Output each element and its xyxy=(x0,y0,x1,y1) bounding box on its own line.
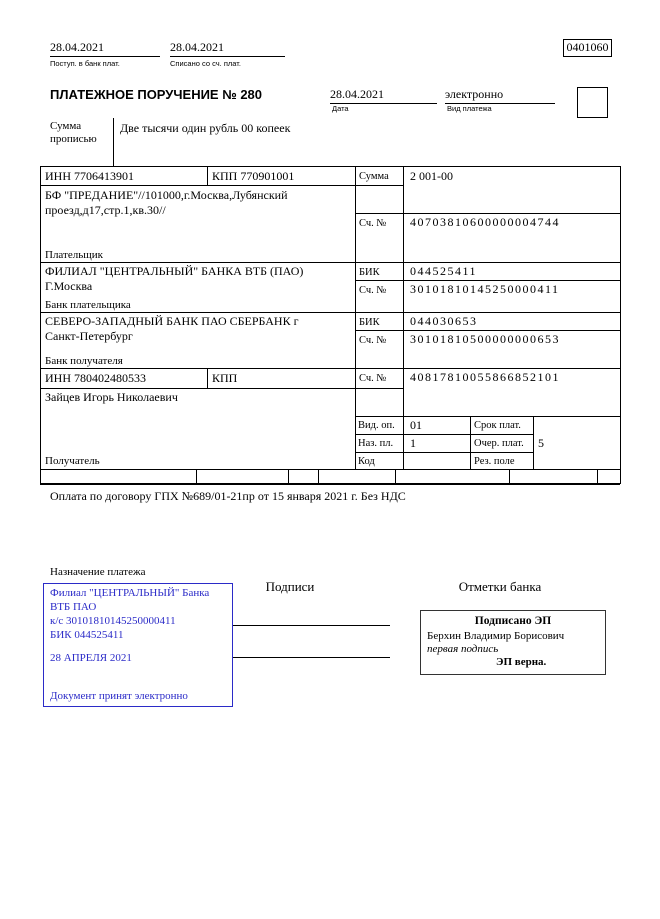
sum-label: Сумма xyxy=(359,171,389,182)
payee-bank-label: Банк получателя xyxy=(45,355,123,367)
tax-field-divider xyxy=(288,469,289,483)
payer-inn: ИНН 7706413901 xyxy=(45,169,134,183)
op-type-value: 01 xyxy=(410,418,422,432)
form-code-box: 0401060 xyxy=(563,39,612,57)
grid-line xyxy=(355,330,620,331)
grid-line xyxy=(40,262,620,263)
signature-line xyxy=(233,657,390,658)
sum-value: 2 001-00 xyxy=(410,169,453,183)
code-label: Код xyxy=(358,456,375,467)
priority-value: 5 xyxy=(538,436,544,450)
grid-line xyxy=(355,452,533,453)
payer-bank-bik-label: БИК xyxy=(359,267,380,278)
grid-line xyxy=(620,166,621,484)
grid-line xyxy=(40,388,403,389)
grid-line xyxy=(40,483,620,485)
doc-date-value: 28.04.2021 xyxy=(330,87,384,101)
tax-field-divider xyxy=(597,469,598,483)
payee-kpp-label: КПП xyxy=(212,371,238,385)
payer-account: 40703810600000004744 xyxy=(410,215,560,229)
payment-kind-label: Вид платежа xyxy=(447,104,492,113)
amount-words-value: Две тысячи один рубль 00 копеек xyxy=(120,121,291,135)
debited-date-value: 28.04.2021 xyxy=(170,40,224,54)
payer-label: Плательщик xyxy=(45,249,103,261)
grid-line xyxy=(403,166,404,469)
doc-date-label: Дата xyxy=(332,104,349,113)
payee-account-label: Сч. № xyxy=(359,373,387,384)
grid-line xyxy=(40,469,620,470)
esign-title: Подписано ЭП xyxy=(474,615,552,627)
grid-line xyxy=(355,280,620,281)
payment-kind-value: электронно xyxy=(445,87,504,101)
priority-label: Очер. плат. xyxy=(474,438,524,449)
payer-bank-bik: 044525411 xyxy=(410,264,478,278)
payment-purpose-code-label: Наз. пл. xyxy=(358,438,394,449)
payee-bank-account: 30101810500000000653 xyxy=(410,332,560,346)
grid-line xyxy=(40,312,620,313)
bank-acceptance-stamp: Филиал "ЦЕНТРАЛЬНЫЙ" Банка ВТБ ПАО к/с 3… xyxy=(43,583,233,707)
tax-field-divider xyxy=(196,469,197,483)
grid-line xyxy=(40,166,41,484)
payer-bank-name: ФИЛИАЛ "ЦЕНТРАЛЬНЫЙ" БАНКА ВТБ (ПАО) Г.М… xyxy=(45,264,304,293)
purpose-text: Оплата по договору ГПХ №689/01-21пр от 1… xyxy=(50,489,406,503)
payment-purpose-code-value: 1 xyxy=(410,436,416,450)
grid-line xyxy=(40,368,620,369)
bank-marks-header: Отметки банка xyxy=(458,579,542,594)
stamp-accepted-note: Документ принят электронно xyxy=(50,690,188,702)
payer-bank-label: Банк плательщика xyxy=(45,299,131,311)
grid-line xyxy=(40,185,403,186)
payee-label: Получатель xyxy=(45,455,100,467)
signatures-header: Подписи xyxy=(265,579,315,594)
purpose-label: Назначение платежа xyxy=(50,566,146,578)
payee-bank-name: СЕВЕРО-ЗАПАДНЫЙ БАНК ПАО СБЕРБАНК г Санк… xyxy=(45,314,299,343)
payment-kind-field: электронно xyxy=(445,85,555,104)
stamp-corr-account: к/с 30101810145250000411 xyxy=(50,615,176,627)
received-date-value: 28.04.2021 xyxy=(50,40,104,54)
grid-line xyxy=(355,416,620,417)
payee-bank-account-label: Сч. № xyxy=(359,335,387,346)
signature-line xyxy=(233,625,390,626)
esign-valid-note: ЭП верна. xyxy=(496,656,547,668)
stamp-bik: БИК 044525411 xyxy=(50,629,124,641)
payee-account: 40817810055866852101 xyxy=(410,370,560,384)
payer-kpp: КПП 770901001 xyxy=(212,169,295,183)
payer-account-label: Сч. № xyxy=(359,218,387,229)
payer-bank-account-label: Сч. № xyxy=(359,285,387,296)
grid-line xyxy=(355,213,620,214)
tax-field-divider xyxy=(318,469,319,483)
received-date-field: 28.04.2021 xyxy=(50,38,160,57)
payee-bank-bik-label: БИК xyxy=(359,317,380,328)
debited-date-label: Списано со сч. плат. xyxy=(170,59,241,68)
esignature-box: Подписано ЭП Берхин Владимир Борисович п… xyxy=(420,610,606,675)
due-date-label: Срок плат. xyxy=(474,420,521,431)
payer-bank-account: 30101810145250000411 xyxy=(410,282,560,296)
grid-line xyxy=(355,434,533,435)
grid-line xyxy=(113,118,114,166)
tax-field-divider xyxy=(395,469,396,483)
grid-line xyxy=(355,166,356,469)
payer-name: БФ "ПРЕДАНИЕ"//101000,г.Москва,Лубянский… xyxy=(45,188,288,217)
esign-signer-name: Берхин Владимир Борисович xyxy=(427,630,565,642)
stamp-date: 28 АПРЕЛЯ 2021 xyxy=(50,652,132,664)
grid-line xyxy=(533,416,534,469)
amount-words-label: Сумма прописью xyxy=(50,120,97,145)
debited-date-field: 28.04.2021 xyxy=(170,38,285,57)
tax-field-divider xyxy=(509,469,510,483)
payee-name: Зайцев Игорь Николаевич xyxy=(45,390,178,404)
received-date-label: Поступ. в банк плат. xyxy=(50,59,120,68)
op-type-label: Вид. оп. xyxy=(358,420,395,431)
grid-line xyxy=(207,368,208,388)
grid-line xyxy=(207,166,208,185)
doc-date-field: 28.04.2021 xyxy=(330,85,437,104)
payment-kind-code-box xyxy=(577,87,608,118)
grid-line xyxy=(470,416,471,469)
stamp-bank-name: Филиал "ЦЕНТРАЛЬНЫЙ" Банка ВТБ ПАО xyxy=(50,587,210,613)
grid-line xyxy=(40,166,620,167)
reserve-field-label: Рез. поле xyxy=(474,456,515,467)
esign-signature-type: первая подпись xyxy=(427,643,499,655)
page-title: ПЛАТЕЖНОЕ ПОРУЧЕНИЕ № 280 xyxy=(50,87,263,102)
payee-bank-bik: 044030653 xyxy=(410,314,478,328)
payee-inn: ИНН 780402480533 xyxy=(45,371,146,385)
